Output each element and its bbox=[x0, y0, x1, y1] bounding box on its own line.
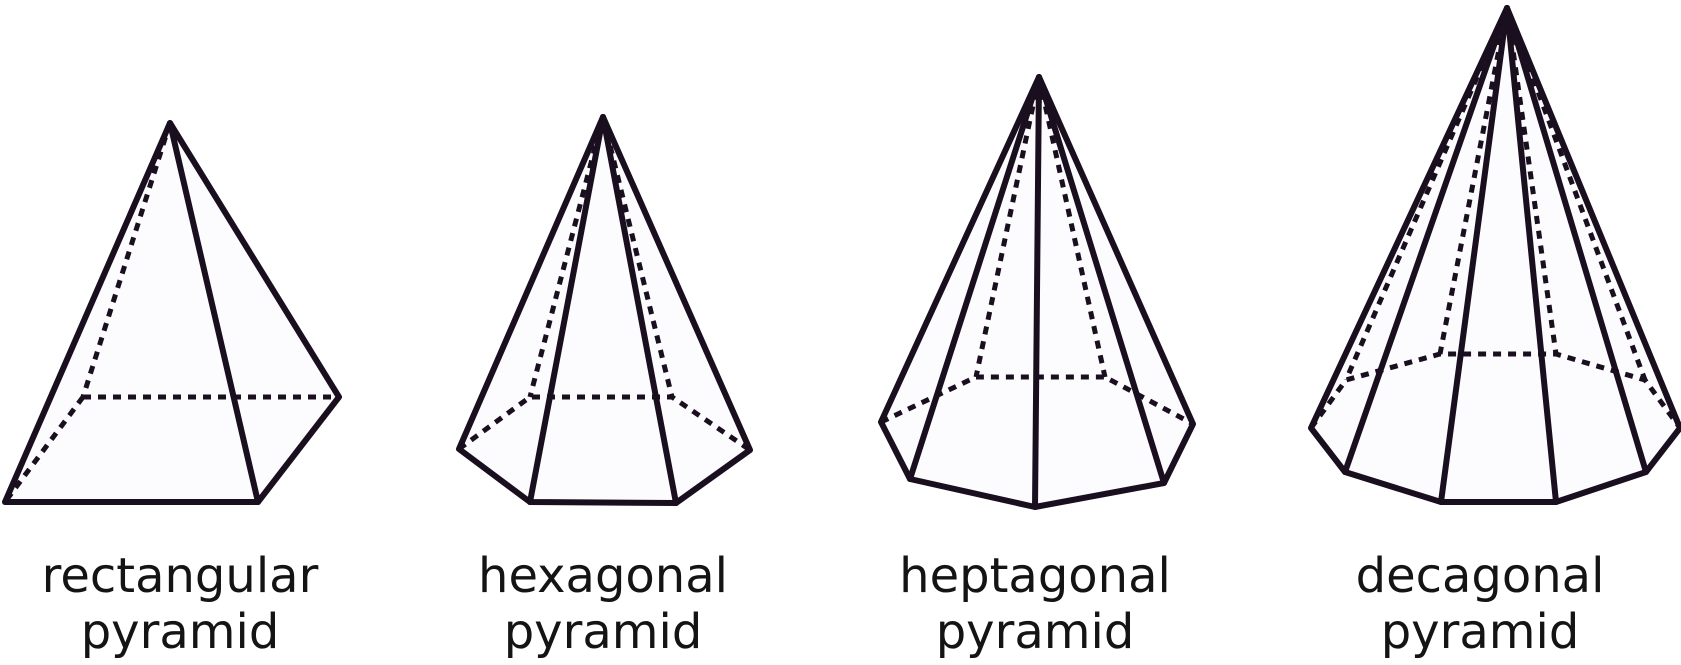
visible-edge bbox=[1036, 74, 1167, 486]
hidden-edge bbox=[1308, 351, 1681, 430]
heptagonal-pyramid bbox=[878, 74, 1196, 510]
decagonal-pyramid-label: decagonal pyramid bbox=[1300, 548, 1660, 660]
hidden-edge bbox=[457, 394, 752, 453]
hexagonal-pyramid bbox=[456, 114, 753, 506]
pyramid-outline bbox=[456, 114, 753, 506]
visible-edge bbox=[600, 114, 679, 506]
visible-edge bbox=[1504, 5, 1649, 475]
label-line-1: hexagonal bbox=[478, 548, 728, 604]
hidden-edge bbox=[527, 116, 606, 398]
label-line-2: pyramid bbox=[80, 604, 280, 660]
hidden-edge bbox=[1036, 76, 1108, 378]
label-line-1: heptagonal bbox=[899, 548, 1171, 604]
visible-edge bbox=[1342, 5, 1510, 475]
hexagonal-pyramid-label: hexagonal pyramid bbox=[423, 548, 783, 660]
hidden-edge bbox=[2, 395, 86, 504]
visible-edge bbox=[1032, 74, 1042, 510]
label-line-1: decagonal bbox=[1355, 548, 1605, 604]
rectangular-pyramid-label: rectangular pyramid bbox=[0, 548, 360, 660]
visible-edge bbox=[167, 120, 261, 505]
label-line-2: pyramid bbox=[1380, 604, 1580, 660]
rectangular-pyramid bbox=[2, 120, 342, 505]
pyramid-outline bbox=[1308, 5, 1681, 505]
hidden-edge bbox=[973, 76, 1042, 378]
visible-edge bbox=[1504, 5, 1559, 505]
hidden-edge bbox=[1504, 7, 1559, 355]
hidden-edge bbox=[80, 122, 173, 398]
visible-edge bbox=[527, 114, 606, 505]
hidden-edge bbox=[879, 374, 1195, 427]
decagonal-pyramid bbox=[1308, 5, 1681, 505]
label-line-1: rectangular bbox=[41, 548, 319, 604]
visible-edge bbox=[1438, 5, 1510, 505]
visible-edge bbox=[907, 74, 1042, 482]
heptagonal-pyramid-label: heptagonal pyramid bbox=[855, 548, 1215, 660]
label-line-2: pyramid bbox=[503, 604, 703, 660]
label-line-2: pyramid bbox=[935, 604, 1135, 660]
